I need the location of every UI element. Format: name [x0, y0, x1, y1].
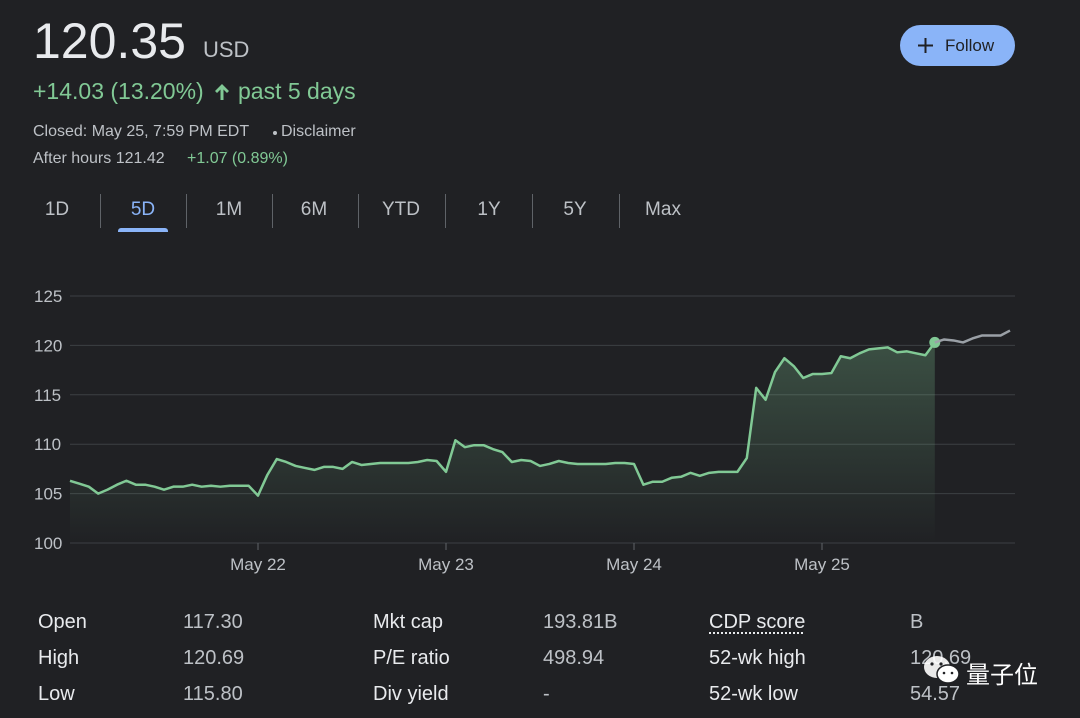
stat-label: P/E ratio	[373, 647, 450, 669]
x-tick-label: May 23	[418, 555, 474, 574]
stat-value: 115.80	[183, 683, 243, 705]
tab[interactable]: 1Y	[477, 199, 501, 220]
watermark: 量子位	[966, 661, 1038, 689]
after-hours-change: +1.07 (0.89%)	[187, 150, 288, 167]
tab[interactable]: Max	[645, 199, 681, 220]
tab-separator	[445, 194, 446, 228]
stat-label: Div yield	[373, 683, 449, 705]
tab-separator	[532, 194, 533, 228]
period: past 5 days	[238, 78, 356, 104]
closed-time: Closed: May 25, 7:59 PM EDT	[33, 123, 250, 140]
y-tick-label: 100	[34, 534, 62, 553]
y-tick-label: 115	[34, 386, 61, 405]
stat-value: 498.94	[543, 647, 605, 669]
tab[interactable]: 5Y	[563, 199, 587, 220]
tab-separator	[100, 194, 101, 228]
stat-value: 117.30	[183, 611, 243, 633]
plus-icon	[918, 38, 933, 53]
stat-label: Mkt cap	[373, 611, 444, 633]
wechat-icon	[924, 656, 960, 684]
x-tick-label: May 25	[794, 555, 850, 574]
tab[interactable]: 5D	[130, 199, 156, 220]
follow-button[interactable]: Follow	[900, 25, 1015, 66]
follow-label: Follow	[945, 36, 995, 55]
stat-value: 120.69	[183, 647, 245, 669]
tab-separator	[619, 194, 620, 228]
y-tick-label: 120	[34, 336, 62, 355]
disclaimer[interactable]: Disclaimer	[281, 123, 356, 140]
stat-label: Open	[38, 611, 87, 633]
after-hours: After hours 121.42	[33, 150, 165, 167]
x-tick-label: May 24	[606, 555, 662, 574]
stat-value: -	[543, 683, 550, 705]
tab-underline	[118, 228, 168, 232]
x-tick-label: May 22	[230, 555, 286, 574]
stat-label: Low	[38, 683, 75, 705]
stat-label: CDP score	[709, 611, 806, 633]
tab-separator	[271, 194, 273, 228]
tab-separator	[186, 194, 187, 228]
stat-label: High	[38, 647, 80, 669]
tab-separator	[357, 194, 359, 228]
stat-label: 52-wk high	[709, 647, 806, 669]
y-tick-label: 110	[34, 435, 61, 454]
stat-value: 193.81B	[543, 611, 618, 633]
stat-value: B	[910, 611, 924, 633]
separator-dot	[273, 131, 277, 135]
y-tick-label: 125	[34, 287, 62, 306]
y-tick-label: 105	[34, 485, 62, 504]
tab[interactable]: 6M	[300, 199, 328, 220]
change: +14.03 (13.20%)	[33, 78, 204, 104]
price-line	[69, 341, 936, 497]
tab[interactable]: 1M	[215, 199, 243, 220]
tab[interactable]: 1D	[44, 199, 70, 220]
price: 120.35	[33, 13, 186, 69]
currency: USD	[203, 37, 250, 62]
up-arrow	[215, 84, 229, 100]
area	[70, 342, 935, 543]
stat-label: 52-wk low	[709, 683, 798, 705]
stat-value: 54.57	[910, 683, 961, 705]
price-line	[934, 329, 1011, 344]
tab[interactable]: YTD	[382, 199, 420, 220]
